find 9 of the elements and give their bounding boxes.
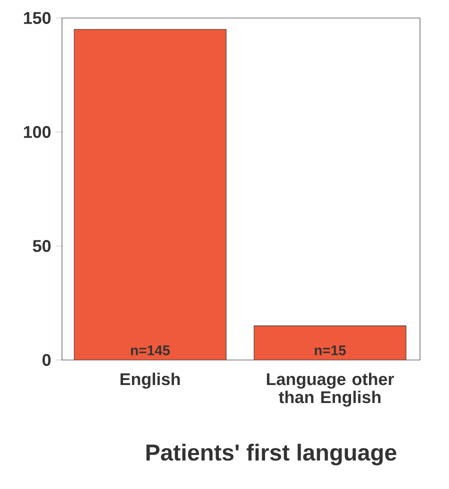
y-tick-label: 100 [24,126,51,138]
x-tick-label: English [120,372,180,389]
y-tick-label: 50 [32,240,51,252]
y-tick-label: 150 [24,12,51,24]
data-label: n=145 [131,346,170,356]
x-axis-title: Patients' first language [146,444,396,466]
data-label: n=15 [314,346,346,356]
y-tick-label: 0 [42,354,51,366]
x-tick-label: Language other than English [266,372,394,407]
